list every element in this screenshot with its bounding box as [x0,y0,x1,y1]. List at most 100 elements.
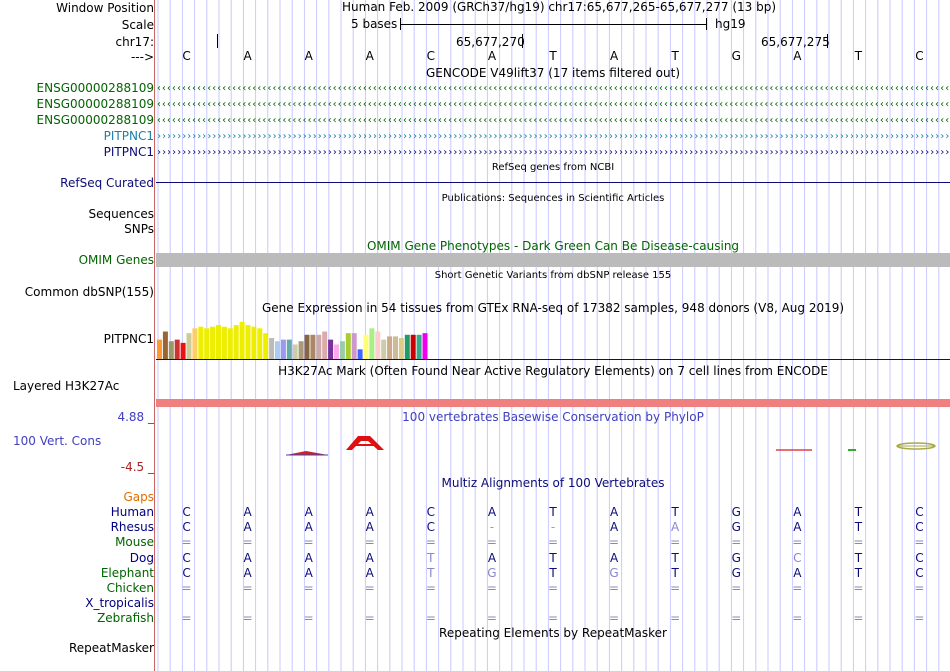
gtex-tissue-bar[interactable] [304,334,310,359]
gtex-tissue-bar[interactable] [416,334,422,359]
omim-bar[interactable] [156,253,950,267]
gtex-tissue-bar[interactable] [257,328,263,359]
gtex-tissue-bar[interactable] [369,328,375,359]
omim-title[interactable]: OMIM Gene Phenotypes - Dark Green Can Be… [366,239,740,253]
alignment-base: C [426,520,436,535]
omim-label[interactable]: OMIM Genes [78,253,154,267]
coord-tick-left [217,34,218,48]
scale-label: Scale [121,18,154,32]
gtex-bar-chart[interactable] [156,314,950,360]
gtex-tissue-bar[interactable] [174,339,180,359]
h3k27-title[interactable]: H3K27Ac Mark (Often Found Near Active Re… [278,364,828,378]
alignment-base: A [609,550,619,565]
gtex-tissue-bar[interactable] [186,333,192,359]
gencode-item-strand-arrows[interactable]: ‹‹‹‹‹‹‹‹‹‹‹‹‹‹‹‹‹‹‹‹‹‹‹‹‹‹‹‹‹‹‹‹‹‹‹‹‹‹‹‹… [156,115,950,126]
gtex-tissue-bar[interactable] [269,338,275,359]
gencode-item-label[interactable]: PITPNC1 [103,145,154,159]
gtex-tissue-bar[interactable] [292,344,298,359]
scale-db: hg19 [715,17,746,31]
dbsnp-label[interactable]: Common dbSNP(155) [24,285,154,299]
gtex-tissue-bar[interactable] [422,333,428,359]
gtex-tissue-bar[interactable] [157,339,162,359]
phylop-title[interactable]: 100 vertebrates Basewise Conservation by… [402,410,704,424]
gtex-tissue-bar[interactable] [322,331,328,359]
h3k27-signal-bar[interactable] [156,399,950,407]
species-label[interactable]: X_tropicalis [85,596,154,611]
gtex-tissue-bar[interactable] [357,349,363,359]
gtex-label[interactable]: PITPNC1 [103,332,154,346]
gtex-tissue-bar[interactable] [345,333,351,359]
species-label[interactable]: Human [110,505,154,519]
refseq-gene-line[interactable] [156,182,950,183]
phylop-plot[interactable] [156,424,950,464]
gtex-tissue-bar[interactable] [310,334,316,359]
alignment-base: G [731,565,741,580]
gtex-tissue-bar[interactable] [275,341,280,359]
gtex-tissue-bar[interactable] [387,336,393,359]
repeat-label[interactable]: RepeatMasker [68,641,154,655]
reference-base: A [793,49,802,63]
gencode-item-strand-arrows[interactable]: ››››››››››››››››››››››››››››››››››››››››… [156,131,950,142]
pubs-title[interactable]: Publications: Sequences in Scientific Ar… [441,193,665,204]
gtex-tissue-bar[interactable] [210,326,216,359]
gtex-tissue-bar[interactable] [363,334,369,359]
gtex-tissue-bar[interactable] [227,328,233,359]
phylop-label[interactable]: 100 Vert. Cons [13,434,102,448]
gtex-tissue-bar[interactable] [398,338,404,359]
alignment-base: A [793,505,802,519]
phylop-mark [346,436,384,450]
alignment-base: C [915,505,924,519]
gtex-tissue-bar[interactable] [286,339,292,359]
refseq-title[interactable]: RefSeq genes from NCBI [491,162,615,173]
gtex-tissue-bar[interactable] [198,326,204,359]
gtex-tissue-bar[interactable] [334,344,339,359]
sequences-label[interactable]: Sequences [88,207,154,221]
gtex-tissue-bar[interactable] [162,331,168,359]
gtex-tissue-bar[interactable] [263,333,269,359]
alignment-base: T [854,550,863,565]
h3k27-label[interactable]: Layered H3K27Ac [13,379,120,393]
refseq-label[interactable]: RefSeq Curated [60,176,154,190]
species-label[interactable]: Rhesus [110,520,154,535]
gtex-tissue-bar[interactable] [245,325,251,359]
gtex-tissue-bar[interactable] [351,333,357,359]
gtex-tissue-bar[interactable] [339,341,345,359]
gaps-label[interactable]: Gaps [123,490,154,504]
dbsnp-title[interactable]: Short Genetic Variants from dbSNP releas… [434,270,672,281]
gencode-item-strand-arrows[interactable]: ‹‹‹‹‹‹‹‹‹‹‹‹‹‹‹‹‹‹‹‹‹‹‹‹‹‹‹‹‹‹‹‹‹‹‹‹‹‹‹‹… [156,99,950,110]
gtex-tissue-bar[interactable] [393,336,398,359]
gtex-tissue-bar[interactable] [192,328,198,359]
gtex-tissue-bar[interactable] [328,339,334,359]
gtex-tissue-bar[interactable] [233,325,239,359]
gtex-tissue-bar[interactable] [221,326,227,359]
gtex-title[interactable]: Gene Expression in 54 tissues from GTEx … [261,301,845,315]
gtex-tissue-bar[interactable] [251,326,257,359]
gtex-tissue-bar[interactable] [381,339,387,359]
gtex-tissue-bar[interactable] [168,341,174,359]
gtex-tissue-bar[interactable] [280,339,286,359]
gtex-tissue-bar[interactable] [180,342,186,359]
multiz-title[interactable]: Multiz Alignments of 100 Vertebrates [441,476,665,490]
gtex-tissue-bar[interactable] [410,334,416,359]
gtex-tissue-bar[interactable] [204,328,210,359]
species-label[interactable]: Mouse [115,535,154,550]
gencode-item-label[interactable]: ENSG00000288109 [36,81,154,95]
species-label[interactable]: Chicken [106,581,154,595]
gtex-tissue-bar[interactable] [216,325,221,359]
gencode-item-label[interactable]: ENSG00000288109 [36,97,154,111]
species-label[interactable]: Dog [129,550,154,565]
species-label[interactable]: Elephant [100,565,154,580]
gtex-tissue-bar[interactable] [239,321,245,359]
gencode-item-strand-arrows[interactable]: ‹‹‹‹‹‹‹‹‹‹‹‹‹‹‹‹‹‹‹‹‹‹‹‹‹‹‹‹‹‹‹‹‹‹‹‹‹‹‹‹… [156,83,950,94]
gtex-tissue-bar[interactable] [316,334,322,359]
gencode-item-label[interactable]: PITPNC1 [103,129,154,143]
species-label[interactable]: Zebrafish [97,611,154,626]
gencode-title[interactable]: GENCODE V49lift37 (17 items filtered out… [425,66,680,80]
repeat-title[interactable]: Repeating Elements by RepeatMasker [439,626,667,640]
gtex-tissue-bar[interactable] [404,334,410,359]
gtex-tissue-bar[interactable] [298,341,304,359]
gencode-item-strand-arrows[interactable]: ››››››››››››››››››››››››››››››››››››››››… [156,147,950,158]
gencode-item-label[interactable]: ENSG00000288109 [36,113,154,127]
gtex-tissue-bar[interactable] [375,331,381,359]
snps-label[interactable]: SNPs [124,222,154,236]
